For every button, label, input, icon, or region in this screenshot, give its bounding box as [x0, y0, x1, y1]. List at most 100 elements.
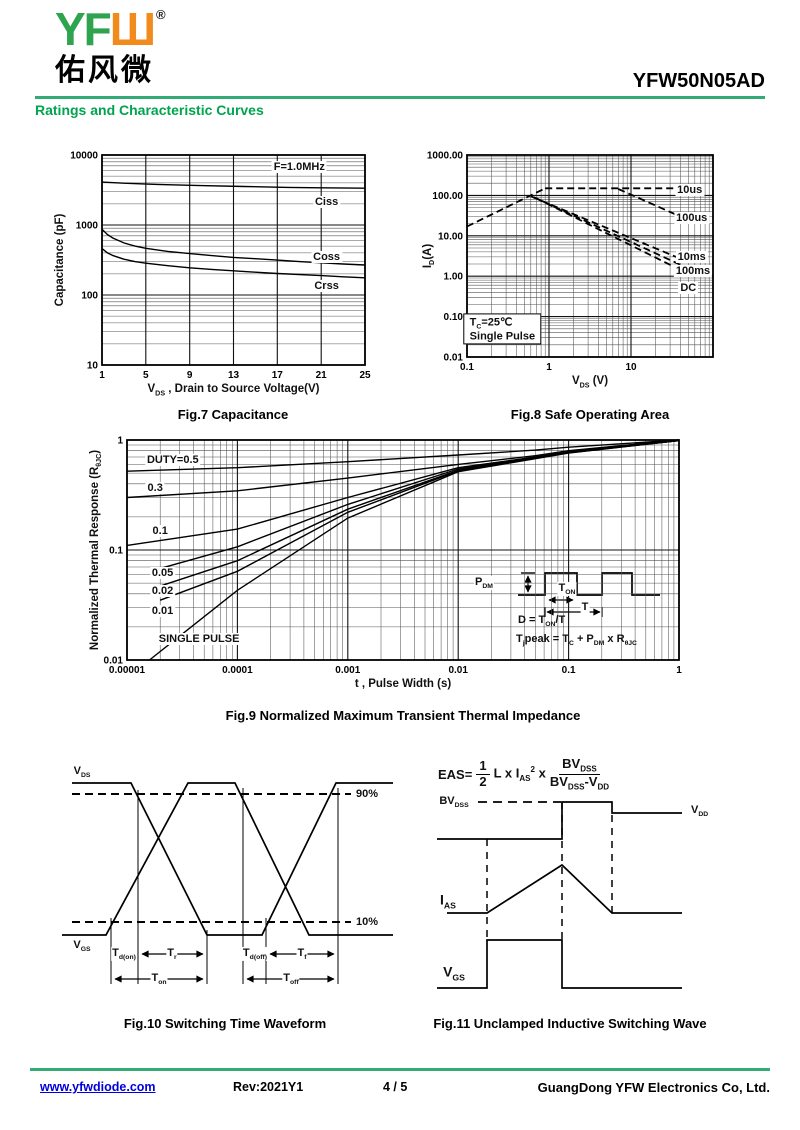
- x-tick-label: 10: [625, 362, 637, 373]
- fig9-curve-label: SINGLE PULSE: [156, 633, 242, 646]
- fig10-90pct-label: 90%: [356, 788, 379, 800]
- fig8-soa-chart: Fig.8 Safe Operating Area 0.1 1 10 0.01 0.10…: [415, 145, 780, 430]
- page-number: 4 / 5: [383, 1080, 408, 1094]
- fig10-ton-label: Ton: [150, 971, 168, 987]
- fig8-x-axis-title: VDS (V): [571, 375, 609, 390]
- fig7-curve-label: Ciss: [312, 196, 341, 209]
- fig8-curve-label: DC: [678, 282, 699, 295]
- x-tick-label: 5: [143, 370, 149, 381]
- fig8-curve-label: 10us: [675, 183, 705, 196]
- fig9-curve-label: 0.02: [149, 585, 176, 598]
- fig9-inset-pulse-diagram: [518, 572, 660, 617]
- x-tick-label: 0.0001: [222, 665, 253, 676]
- fig9-series-duty-0.3: [126, 439, 680, 499]
- fig8-curve-label: 10ms: [675, 250, 708, 263]
- fig11-waveform-drawing: [437, 801, 682, 989]
- fig9-curve-label: 0.01: [149, 604, 176, 617]
- y-tick-label: 10.00: [438, 231, 463, 242]
- y-tick-label: 10000: [70, 151, 98, 162]
- company-logo: YFШ ® 佑风微: [55, 6, 166, 86]
- fig10-toff-label: Toff: [282, 971, 300, 987]
- fig10-switching-waveform: VDS VGS 90% 10% Td(on) Tr Td(off) Tf Ton…: [55, 760, 405, 1040]
- fig9-series-duty-0.05: [160, 439, 680, 570]
- fig11-ias-label: IAS: [440, 891, 456, 911]
- x-tick-label: 21: [316, 370, 328, 381]
- fig7-series-Coss: [101, 228, 366, 266]
- logo-w-mark: Ш: [109, 3, 156, 55]
- revision-text: Rev:2021Y1: [233, 1080, 304, 1094]
- fig9-series-single-pulse: [149, 439, 680, 661]
- fig7-x-axis-title: VDS , Drain to Source Voltage(V): [147, 383, 320, 398]
- x-tick-label: 0.1: [460, 362, 474, 373]
- fig11-eas-formula: EAS= 1 2 L x IAS2 x BVDSS BVDSS-VDD: [438, 756, 613, 792]
- x-tick-label: 1: [99, 370, 105, 381]
- footer-divider: [30, 1068, 770, 1071]
- fig10-tr-label: Tr: [166, 946, 178, 962]
- registered-trademark-icon: ®: [156, 7, 166, 22]
- x-tick-label: 0.1: [562, 665, 576, 676]
- y-tick-label: 1000: [76, 221, 99, 232]
- fig9-x-axis-title: t , Pulse Width (s): [354, 678, 452, 690]
- fig9-tjpeak-equation: Tjpeak = TC + PDM x RθJC: [516, 632, 637, 648]
- fig11-vgs-label: VGS: [443, 963, 465, 983]
- y-tick-label: 1000.00: [427, 151, 464, 162]
- fig9-duty-equation: D = TON/T: [518, 613, 566, 629]
- y-tick-label: 100.00: [432, 191, 463, 202]
- fig7-caption: Fig.7 Capacitance: [177, 407, 289, 422]
- y-tick-label: 0.01: [104, 656, 124, 667]
- x-tick-label: 1: [676, 665, 682, 676]
- fig7-curve-label: F=1.0MHz: [271, 160, 327, 173]
- fig9-series-duty-0.02: [159, 439, 680, 587]
- x-tick-label: 17: [272, 370, 284, 381]
- part-number: YFW50N05AD: [632, 70, 765, 92]
- fig7-series-Crss: [101, 248, 366, 279]
- x-tick-label: 13: [228, 370, 240, 381]
- website-link[interactable]: www.yfwdiode.com: [40, 1080, 156, 1094]
- section-title: Ratings and Characteristic Curves: [35, 102, 264, 118]
- y-tick-label: 10: [87, 361, 99, 372]
- fig7-y-axis-title: Capacitance (pF): [54, 213, 66, 307]
- fig7-series-Ciss: [101, 181, 366, 189]
- x-tick-label: 9: [187, 370, 193, 381]
- fig10-waveform-drawing: [62, 782, 393, 984]
- fig8-y-axis-title: ID(A): [421, 243, 437, 269]
- fig10-tdon-label: Td(on): [111, 946, 137, 962]
- fig11-bvdss-label: BVDSS: [439, 794, 469, 810]
- x-tick-label: 25: [359, 370, 371, 381]
- fig9-inset-ton-label: TON: [557, 581, 577, 597]
- y-tick-label: 0.01: [444, 353, 464, 364]
- y-tick-label: 1: [117, 436, 123, 447]
- company-name: GuangDong YFW Electronics Co, Ltd.: [537, 1080, 770, 1095]
- fig8-caption: Fig.8 Safe Operating Area: [510, 407, 670, 422]
- fig10-vds-label: VDS: [73, 764, 91, 780]
- y-tick-label: 100: [81, 291, 98, 302]
- fig9-thermal-impedance-chart: PDM TON T D = TON/T Tjpeak = TC + PDM x …: [60, 432, 750, 732]
- fig8-curve-label: TC=25℃ Single Pulse: [463, 313, 542, 345]
- fig11-uis-waveform: EAS= 1 2 L x IAS2 x BVDSS BVDSS-VDD BVDS…: [430, 755, 780, 1040]
- y-tick-label: 1.00: [444, 272, 464, 283]
- eas-frac-half: 1 2: [476, 758, 490, 790]
- fig9-curve-label: 0.05: [149, 566, 176, 579]
- fig9-inset-t-label: T: [580, 601, 590, 613]
- fig8-series-100us: [617, 188, 685, 220]
- fig10-caption: Fig.10 Switching Time Waveform: [123, 1016, 327, 1031]
- fig10-vgs-label: VGS: [73, 938, 91, 954]
- fig9-series-duty-0.5: [126, 439, 680, 472]
- fig9-svg: 0.00001 0.0001 0.001 0.01 0.1 1 0.01 0.1 1: [104, 436, 683, 677]
- fig8-curve-label: 100ms: [673, 264, 713, 277]
- fig11-caption: Fig.11 Unclamped Inductive Switching Wav…: [433, 1016, 707, 1031]
- eas-frac-bv: BVDSS BVDSS-VDD: [549, 756, 610, 792]
- fig10-10pct-label: 10%: [356, 916, 379, 928]
- eas-mid: L x IAS2 x: [493, 765, 546, 784]
- fig7-curve-label: Crss: [312, 279, 341, 292]
- fig10-tf-label: Tf: [296, 946, 308, 962]
- y-tick-label: 0.10: [444, 312, 464, 323]
- fig8-series-DC: [535, 197, 685, 273]
- fig10-tdoff-label: Td(off): [241, 946, 269, 962]
- fig9-curve-label: 0.1: [150, 524, 170, 537]
- x-tick-label: 0.00001: [109, 665, 146, 676]
- x-tick-label: 0.01: [448, 665, 468, 676]
- x-tick-label: 1: [546, 362, 552, 373]
- fig9-inset-pdm-label: PDM: [474, 575, 494, 591]
